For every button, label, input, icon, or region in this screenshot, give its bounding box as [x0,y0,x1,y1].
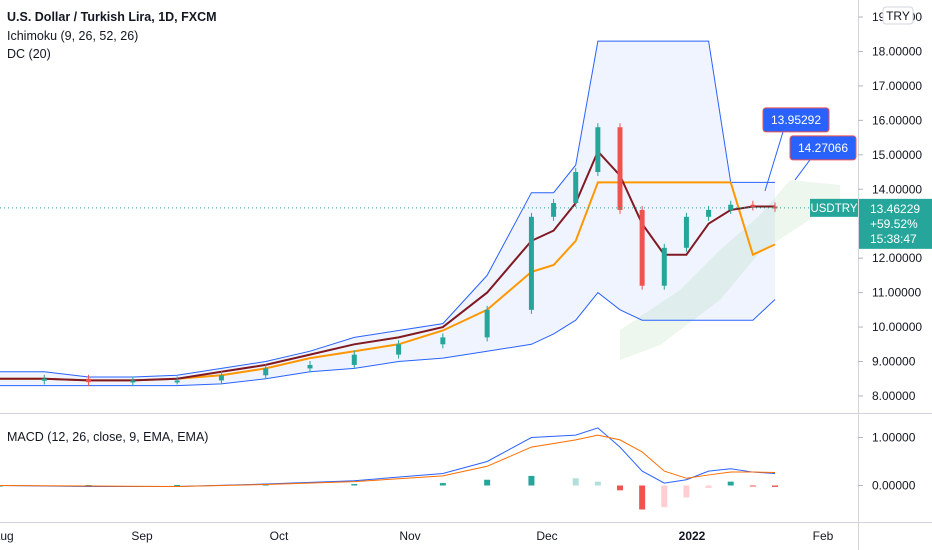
ichimoku-cloud [620,180,840,360]
time-tick-label: Nov [399,529,420,543]
macd-histogram-bar[interactable] [617,485,623,491]
candle-body[interactable] [218,375,224,381]
donchian-legend[interactable]: DC (20) [7,47,51,61]
ichimoku-conversion-line[interactable] [0,149,775,382]
macd-histogram-bar[interactable] [351,484,358,486]
price-axis-value: 13.46229 [870,202,920,216]
candle-body[interactable] [174,380,180,383]
macd-histogram-bar[interactable] [484,479,491,486]
candle-body[interactable] [440,337,446,345]
price-axis-countdown: 15:38:47 [870,232,917,246]
macd-histogram-bar[interactable] [639,485,646,510]
candle-body[interactable] [130,380,136,383]
macd-histogram-bar[interactable] [683,485,690,498]
price-callout[interactable] [789,135,857,161]
symbol-title: U.S. Dollar / Turkish Lira, 1D, FXCM [7,10,217,24]
macd-histogram-bar[interactable] [528,475,535,486]
price-callout-text: 13.95292 [771,113,821,127]
time-tick-label: Dec [536,529,557,543]
candle-body[interactable] [351,354,357,365]
donchian-lower-line[interactable] [0,291,776,387]
currency-badge[interactable] [882,6,914,25]
candle-body[interactable] [484,309,490,338]
candle-body[interactable] [41,378,47,381]
donchian-fill [0,41,775,386]
macd-histogram-bar[interactable] [572,478,579,486]
macd-histogram-bar[interactable] [439,483,446,486]
price-tick-label: 12.00000 [872,251,922,265]
candle-body[interactable] [595,127,601,173]
price-callout[interactable] [762,107,830,133]
candle-body[interactable] [683,216,689,248]
candle-body[interactable] [263,368,269,376]
price-tick-label: 18.00000 [872,44,922,58]
candle-body[interactable] [706,209,712,217]
time-tick-label: 2022 [679,529,706,543]
macd-histogram-bar[interactable] [594,481,601,486]
candle-body[interactable] [86,378,92,383]
candle-body[interactable] [728,204,734,210]
price-axis-tag[interactable] [859,198,932,249]
signal-line[interactable] [0,434,776,487]
candle-body[interactable] [617,127,623,210]
callout-leader [794,159,811,181]
macd-histogram-bar[interactable] [705,485,712,488]
price-callout-text: 14.27066 [798,141,848,155]
macd-tick-label: 0.00000 [872,479,916,493]
price-tick-label: 17.00000 [872,79,922,93]
candle-body[interactable] [573,172,579,204]
ichimoku-legend[interactable]: Ichimoku (9, 26, 52, 26) [7,29,139,43]
currency-badge-text: TRY [886,9,910,23]
macd-histogram-bar[interactable] [727,481,734,486]
macd-legend[interactable]: MACD (12, 26, close, 9, EMA, EMA) [7,430,209,444]
price-tick-label: 9.00000 [872,355,916,369]
donchian-upper-line[interactable] [0,40,775,378]
macd-tick-label: 1.00000 [872,431,916,445]
price-tick-label: 15.00000 [872,148,922,162]
macd-histogram-bar[interactable] [174,485,181,487]
time-tick-label: Aug [0,529,14,543]
macd-histogram-bar[interactable] [661,485,668,508]
candle-body[interactable] [750,204,756,207]
candle-body[interactable] [396,344,402,355]
macd-histogram-bar[interactable] [772,485,778,487]
price-tick-label: 8.00000 [872,389,916,403]
symbol-tag-text: USDTRY [810,203,857,215]
price-tick-label: 10.00000 [872,320,922,334]
price-tick-label: 16.00000 [872,113,922,127]
price-tick-label: 14.00000 [872,182,922,196]
candle-body[interactable] [528,216,534,310]
symbol-tag[interactable] [810,198,858,217]
time-tick-label: Sep [131,529,153,543]
macd-histogram-bar[interactable] [749,485,756,487]
candle-body[interactable] [772,206,778,209]
time-tick-label: Feb [813,529,834,543]
price-tick-label: 11.00000 [872,286,921,300]
candle-body[interactable] [307,364,313,369]
price-axis-change: +59.52% [870,217,918,231]
time-tick-label: Oct [270,529,289,543]
candle-body[interactable] [639,209,645,286]
candle-body[interactable] [661,247,667,286]
callout-leader [764,131,784,192]
candle-body[interactable] [551,203,557,217]
